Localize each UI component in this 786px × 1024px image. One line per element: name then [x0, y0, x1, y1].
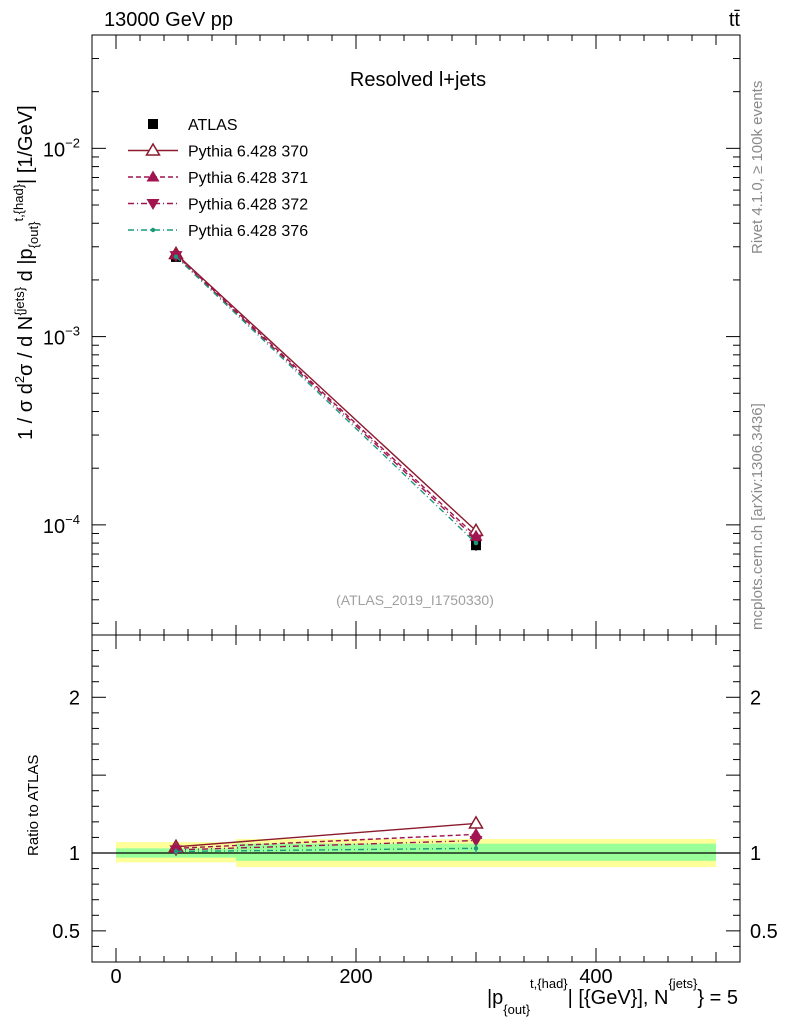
series-line — [175, 254, 477, 537]
legend-label: Pythia 6.428 371 — [188, 170, 308, 187]
legend-marker — [150, 227, 156, 233]
energy-label: 13000 GeV pp — [104, 9, 233, 31]
legend: ATLAS Pythia 6.428 370 Pythia 6.428 371 Pyt… — [128, 117, 308, 240]
series-line — [175, 255, 477, 540]
ratio-y-tick-label: 1 — [750, 843, 761, 865]
series-marker — [473, 540, 479, 546]
legend-label: Pythia 6.428 372 — [188, 197, 308, 214]
ratio-marker — [473, 846, 479, 851]
legend-item: Pythia 6.428 371 — [128, 170, 308, 187]
ratio-line — [175, 839, 477, 851]
legend-label: ATLAS — [188, 117, 238, 134]
ratio-y-tick-label: 2 — [750, 687, 761, 709]
ratio-marker — [469, 835, 483, 848]
watermark: (ATLAS_2019_I1750330) — [336, 592, 494, 608]
ratio-series-3 — [173, 843, 479, 855]
legend-item: ATLAS — [148, 117, 238, 134]
ratio-y-tick-label: 0.5 — [750, 921, 778, 943]
legend-marker — [145, 142, 161, 156]
x-tick-label: 400 — [579, 966, 612, 988]
process-label: tt̄ — [729, 9, 741, 31]
legend-label: Pythia 6.428 370 — [188, 144, 308, 161]
legend-item: Pythia 6.428 372 — [128, 197, 308, 214]
rivet-label: Rivet 4.1.0, ≥ 100k events — [749, 81, 766, 254]
series-line — [175, 253, 477, 532]
series-marker — [173, 254, 179, 259]
y-tick-label: 10−4 — [43, 512, 80, 538]
legend-item: Pythia 6.428 376 — [128, 223, 308, 240]
y-tick-label: 10−2 — [43, 135, 80, 161]
ratio-y-axis-label: Ratio to ATLAS — [25, 755, 42, 856]
top-y-axis-label: 1 / σ d2σ / d N{jets} d |p{out}t,{had}| … — [11, 105, 41, 440]
ratio-line — [175, 847, 477, 853]
svg-text:1 / σ d2σ / d N{jets} d |p{out: 1 / σ d2σ / d N{jets} d |p{out}t,{had}| … — [11, 105, 41, 440]
legend-item: Pythia 6.428 370 — [128, 142, 308, 161]
series-line — [175, 256, 477, 544]
ratio-y-tick-label: 0.5 — [52, 921, 80, 943]
main-plot: 10−2 10−3 10−4 — [43, 34, 741, 636]
ratio-y-tick-label: 2 — [69, 687, 80, 709]
plot-title: Resolved l+jets — [350, 69, 486, 91]
x-tick-label: 200 — [339, 966, 372, 988]
legend-marker — [146, 170, 160, 182]
y-tick-label: 10−3 — [43, 324, 80, 350]
ratio-line — [175, 822, 477, 848]
legend-label: Pythia 6.428 376 — [188, 223, 308, 240]
series-4 — [173, 254, 479, 546]
source-label: mcplots.cern.ch [arXiv:1306.3436] — [749, 403, 766, 630]
legend-marker — [148, 119, 158, 129]
ratio-marker — [468, 815, 484, 829]
ratio-marker — [173, 849, 179, 854]
ratio-line — [175, 833, 477, 850]
legend-marker — [146, 198, 160, 210]
ratio-plot: 0 200 400 0.5 0.5 1 1 2 2 — [52, 634, 778, 988]
ratio-y-tick-label: 1 — [69, 843, 80, 865]
ratio-frame — [91, 634, 741, 963]
x-tick-label: 0 — [110, 966, 121, 988]
series-marker — [469, 534, 483, 546]
series-1 — [168, 245, 484, 537]
